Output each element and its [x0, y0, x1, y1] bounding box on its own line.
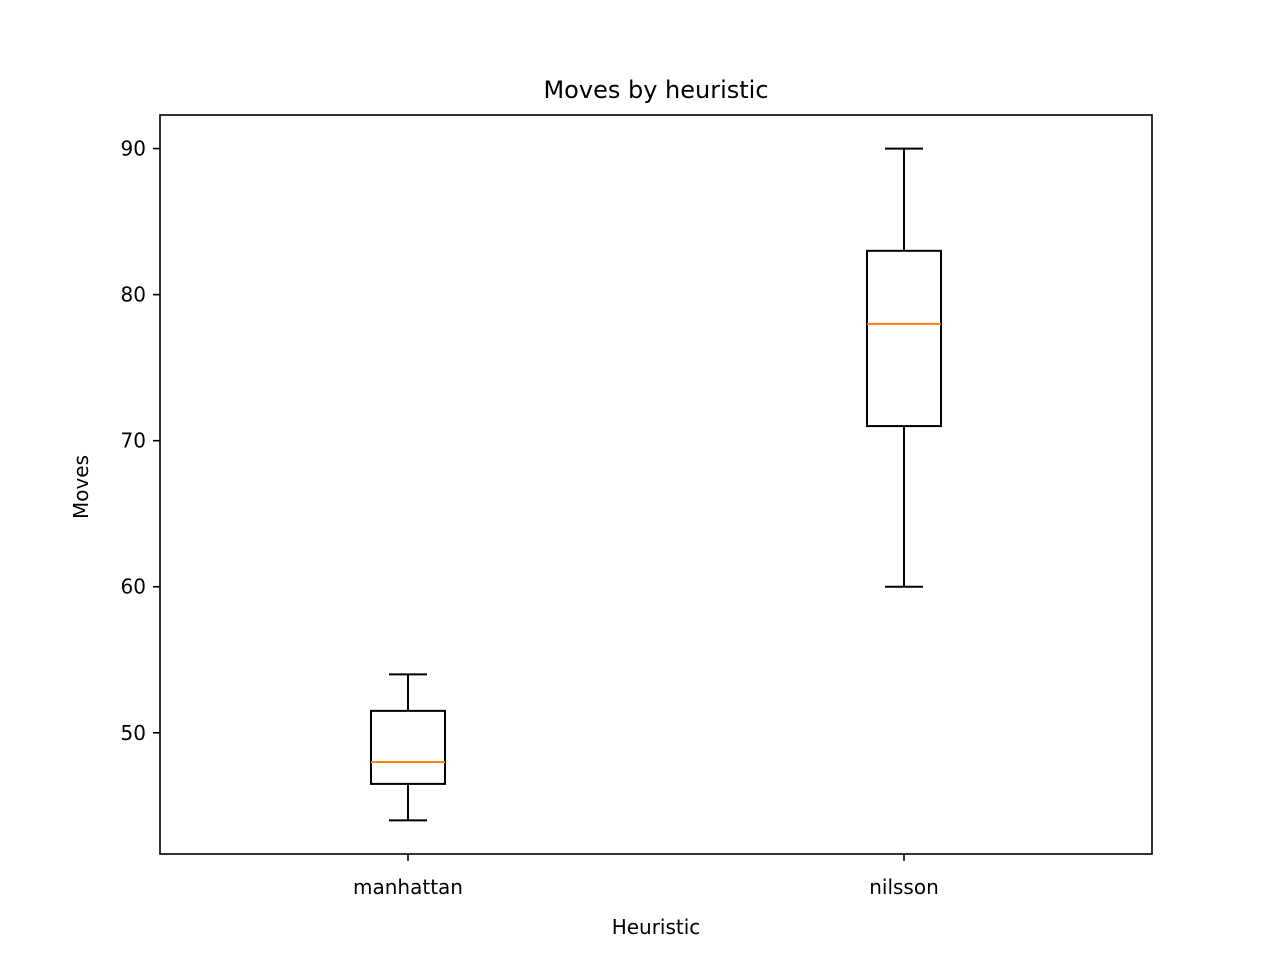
x-tick-label: nilsson: [869, 875, 939, 899]
y-tick-label: 60: [121, 575, 146, 599]
y-tick-label: 50: [121, 721, 146, 745]
y-axis-label: Moves: [69, 455, 93, 519]
chart-title: Moves by heuristic: [543, 76, 768, 104]
axes-frame: [159, 114, 1153, 855]
x-axis-label: Heuristic: [612, 915, 701, 939]
box-nilsson: [866, 249, 942, 428]
box-manhattan: [370, 709, 446, 785]
plot-area: 50 60 70 80 90 manhattan nilsson: [121, 114, 1153, 899]
y-tick-label: 90: [121, 137, 146, 161]
x-tick-label: manhattan: [353, 875, 463, 899]
y-tick-label: 80: [121, 283, 146, 307]
y-tick-label: 70: [121, 429, 146, 453]
